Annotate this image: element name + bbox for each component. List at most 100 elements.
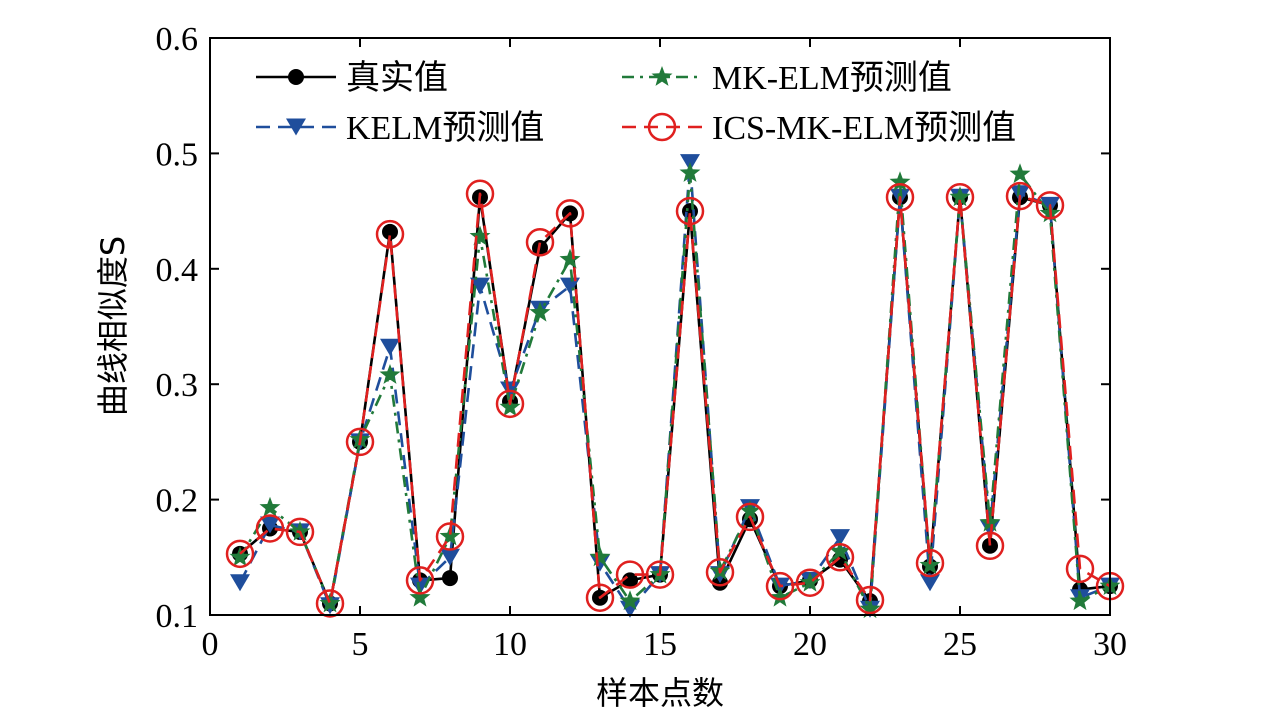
data-point-2 xyxy=(379,364,401,384)
data-point-2 xyxy=(529,301,551,322)
x-tick-label: 30 xyxy=(1093,626,1127,663)
legend-swatch-marker xyxy=(651,66,673,86)
legend-entry-mk-elm: MK-ELM预测值 xyxy=(622,59,952,97)
data-point-3 xyxy=(735,502,765,532)
x-tick-label: 20 xyxy=(793,626,827,663)
legend-label-ics-mk-elm: ICS-MK-ELM预测值 xyxy=(712,109,1016,147)
data-point-3 xyxy=(825,543,855,572)
data-point-2 xyxy=(949,186,971,207)
data-point-1 xyxy=(560,277,580,295)
data-point-3 xyxy=(525,228,555,257)
legend-swatch-marker xyxy=(288,69,304,85)
data-point-1 xyxy=(590,554,610,572)
data-point-3 xyxy=(855,585,885,615)
data-point-3 xyxy=(285,517,315,547)
data-point-3 xyxy=(885,183,915,212)
y-tick-label: 0.5 xyxy=(156,136,199,173)
tick-labels: 0 5 10 15 20 25 30 0.1 0.2 0.3 0.4 0.5 0.6 xyxy=(156,21,1128,663)
data-point-3 xyxy=(645,560,675,589)
data-point-2 xyxy=(469,225,491,246)
data-point-2 xyxy=(259,496,281,517)
data-point-3 xyxy=(675,196,705,226)
data-point-3 xyxy=(225,539,255,569)
data-point-2 xyxy=(1009,163,1031,184)
data-point-3 xyxy=(945,183,975,212)
data-point-3 xyxy=(405,566,435,595)
data-point-3 xyxy=(435,522,465,551)
data-point-2 xyxy=(799,571,821,592)
data-point-3 xyxy=(795,568,825,597)
data-point-2 xyxy=(769,586,791,607)
legend-marker-1 xyxy=(286,118,306,136)
data-point-2 xyxy=(889,171,911,192)
data-point-1 xyxy=(410,577,430,595)
y-tick-label: 0.3 xyxy=(156,367,199,404)
data-point-2 xyxy=(1069,590,1091,611)
data-point-0 xyxy=(982,537,998,554)
y-tick-label: 0.6 xyxy=(156,21,199,58)
data-point-3 xyxy=(1005,181,1035,211)
y-tick-label: 0.4 xyxy=(156,252,199,289)
data-point-1 xyxy=(980,519,1000,537)
data-point-1 xyxy=(470,277,490,295)
data-point-2 xyxy=(319,592,341,613)
y-tick-label: 0.1 xyxy=(156,598,199,635)
legend-swatch-marker xyxy=(647,112,677,142)
legend-entry-kelm: KELM预测值 xyxy=(256,109,544,147)
x-tick-label: 10 xyxy=(493,626,527,663)
data-point-3 xyxy=(1065,554,1095,584)
legend-entry-true-value: 真实值 xyxy=(256,59,448,97)
data-point-3 xyxy=(915,548,945,578)
data-point-2 xyxy=(859,598,881,619)
data-point-1 xyxy=(440,548,460,566)
data-point-2 xyxy=(739,500,761,520)
data-point-1 xyxy=(230,574,250,592)
data-point-1 xyxy=(260,516,280,534)
data-point-2 xyxy=(589,546,611,567)
data-point-2 xyxy=(979,511,1001,532)
data-point-3 xyxy=(465,179,495,209)
data-point-1 xyxy=(1010,185,1030,203)
data-point-3 xyxy=(375,219,405,249)
data-point-3 xyxy=(495,389,525,419)
data-point-2 xyxy=(439,525,461,546)
data-point-3 xyxy=(315,589,345,618)
data-point-0 xyxy=(382,223,398,240)
series-3 xyxy=(225,179,1125,618)
legend-label-kelm: KELM预测值 xyxy=(346,109,544,147)
x-tick-label: 25 xyxy=(943,626,977,663)
data-point-1 xyxy=(920,574,940,592)
data-point-1 xyxy=(830,529,850,547)
data-point-2 xyxy=(679,162,701,182)
legend-marker-2 xyxy=(651,66,673,86)
y-axis-title: 曲线相似度S xyxy=(94,236,132,416)
x-tick-label: 0 xyxy=(202,626,219,663)
x-axis-title: 样本点数 xyxy=(596,674,724,712)
data-point-3 xyxy=(705,558,735,587)
data-point-2 xyxy=(499,396,521,417)
data-point-2 xyxy=(829,540,851,561)
data-point-2 xyxy=(229,546,251,567)
legend-swatch-marker xyxy=(286,118,306,136)
data-point-3 xyxy=(1035,191,1065,220)
x-tick-label: 15 xyxy=(643,626,677,663)
y-tick-label: 0.2 xyxy=(156,483,199,520)
data-point-2 xyxy=(559,248,581,269)
data-point-3 xyxy=(585,583,615,612)
legend-entry-ics-mk-elm: ICS-MK-ELM预测值 xyxy=(622,109,1016,147)
legend-marker-0 xyxy=(288,69,304,85)
legend-label-mk-elm: MK-ELM预测值 xyxy=(712,59,952,97)
data-point-0 xyxy=(442,570,458,587)
plot-frame xyxy=(209,37,1111,616)
x-tick-label: 5 xyxy=(352,626,369,663)
data-point-3 xyxy=(765,571,795,601)
data-point-3 xyxy=(975,531,1005,561)
plot-series xyxy=(225,154,1125,619)
legend: 真实值 KELM预测值 MK-ELM预测值 ICS-MK-ELM预测值 xyxy=(256,59,1016,147)
series-line-3 xyxy=(239,192,1111,605)
legend-label-true-value: 真实值 xyxy=(346,59,448,97)
data-point-3 xyxy=(345,427,375,457)
data-point-3 xyxy=(255,514,285,543)
data-point-3 xyxy=(555,199,585,228)
